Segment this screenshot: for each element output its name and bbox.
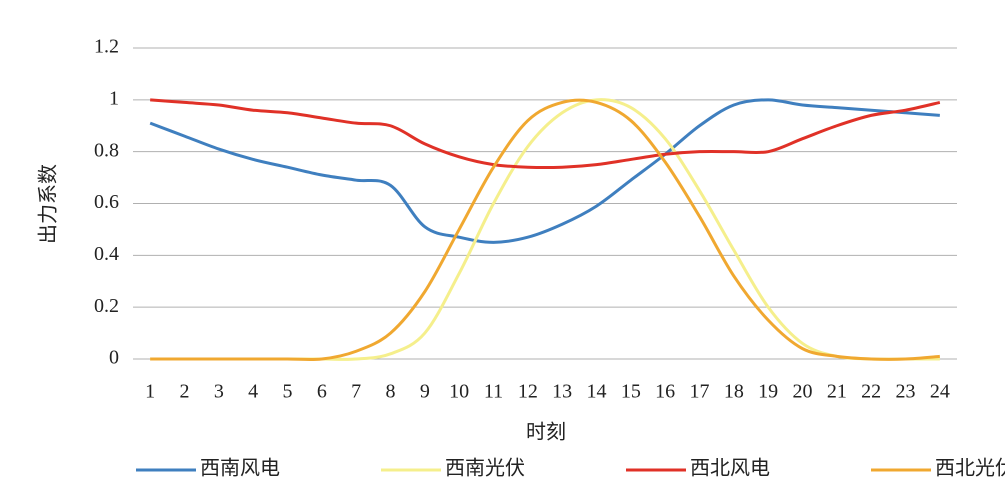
y-axis-label: 出力系数: [37, 164, 60, 244]
series-line: [150, 98, 941, 170]
y-tick-label: 0.4: [94, 243, 119, 265]
x-tick-label: 4: [248, 381, 258, 403]
x-tick-label: 18: [724, 381, 744, 403]
y-tick-label: 1: [109, 87, 119, 109]
x-tick-label: 7: [351, 381, 361, 403]
x-tick-label: 23: [896, 381, 916, 403]
x-tick-label: 6: [317, 381, 327, 403]
x-tick-label: 11: [484, 381, 503, 403]
series-line: [150, 98, 940, 361]
legend-label: 西北风电: [690, 457, 770, 480]
x-tick-label: 17: [690, 381, 710, 403]
x-tick-label: 13: [552, 381, 572, 403]
legend-label: 西北光伏: [935, 457, 1005, 480]
y-tick-label: 0.6: [94, 191, 119, 213]
x-tick-label: 12: [518, 381, 538, 403]
x-tick-label: 8: [386, 381, 396, 403]
x-tick-label: 10: [449, 381, 469, 403]
x-tick-label: 14: [587, 381, 607, 403]
x-tick-label: 15: [621, 381, 641, 403]
x-tick-label: 5: [283, 381, 293, 403]
x-tick-label: 21: [827, 381, 847, 403]
x-tick-label: 2: [180, 381, 190, 403]
x-tick-label: 1: [145, 381, 155, 403]
y-tick-label: 1.2: [94, 36, 119, 58]
x-tick-label: 16: [655, 381, 675, 403]
series-line: [150, 98, 940, 362]
x-axis-label: 时刻: [526, 421, 566, 444]
legend-label: 西南光伏: [445, 457, 525, 480]
y-tick-label: 0: [109, 347, 119, 369]
x-tick-label: 22: [861, 381, 881, 403]
y-tick-label: 0.8: [94, 139, 119, 161]
y-tick-label: 0.2: [94, 295, 119, 317]
x-tick-label: 9: [420, 381, 430, 403]
x-tick-label: 19: [758, 381, 778, 403]
x-tick-label: 3: [214, 381, 224, 403]
series-line: [149, 98, 940, 244]
x-tick-label: 24: [930, 381, 950, 403]
x-tick-label: 20: [793, 381, 813, 403]
legend-label: 西南风电: [200, 457, 280, 480]
